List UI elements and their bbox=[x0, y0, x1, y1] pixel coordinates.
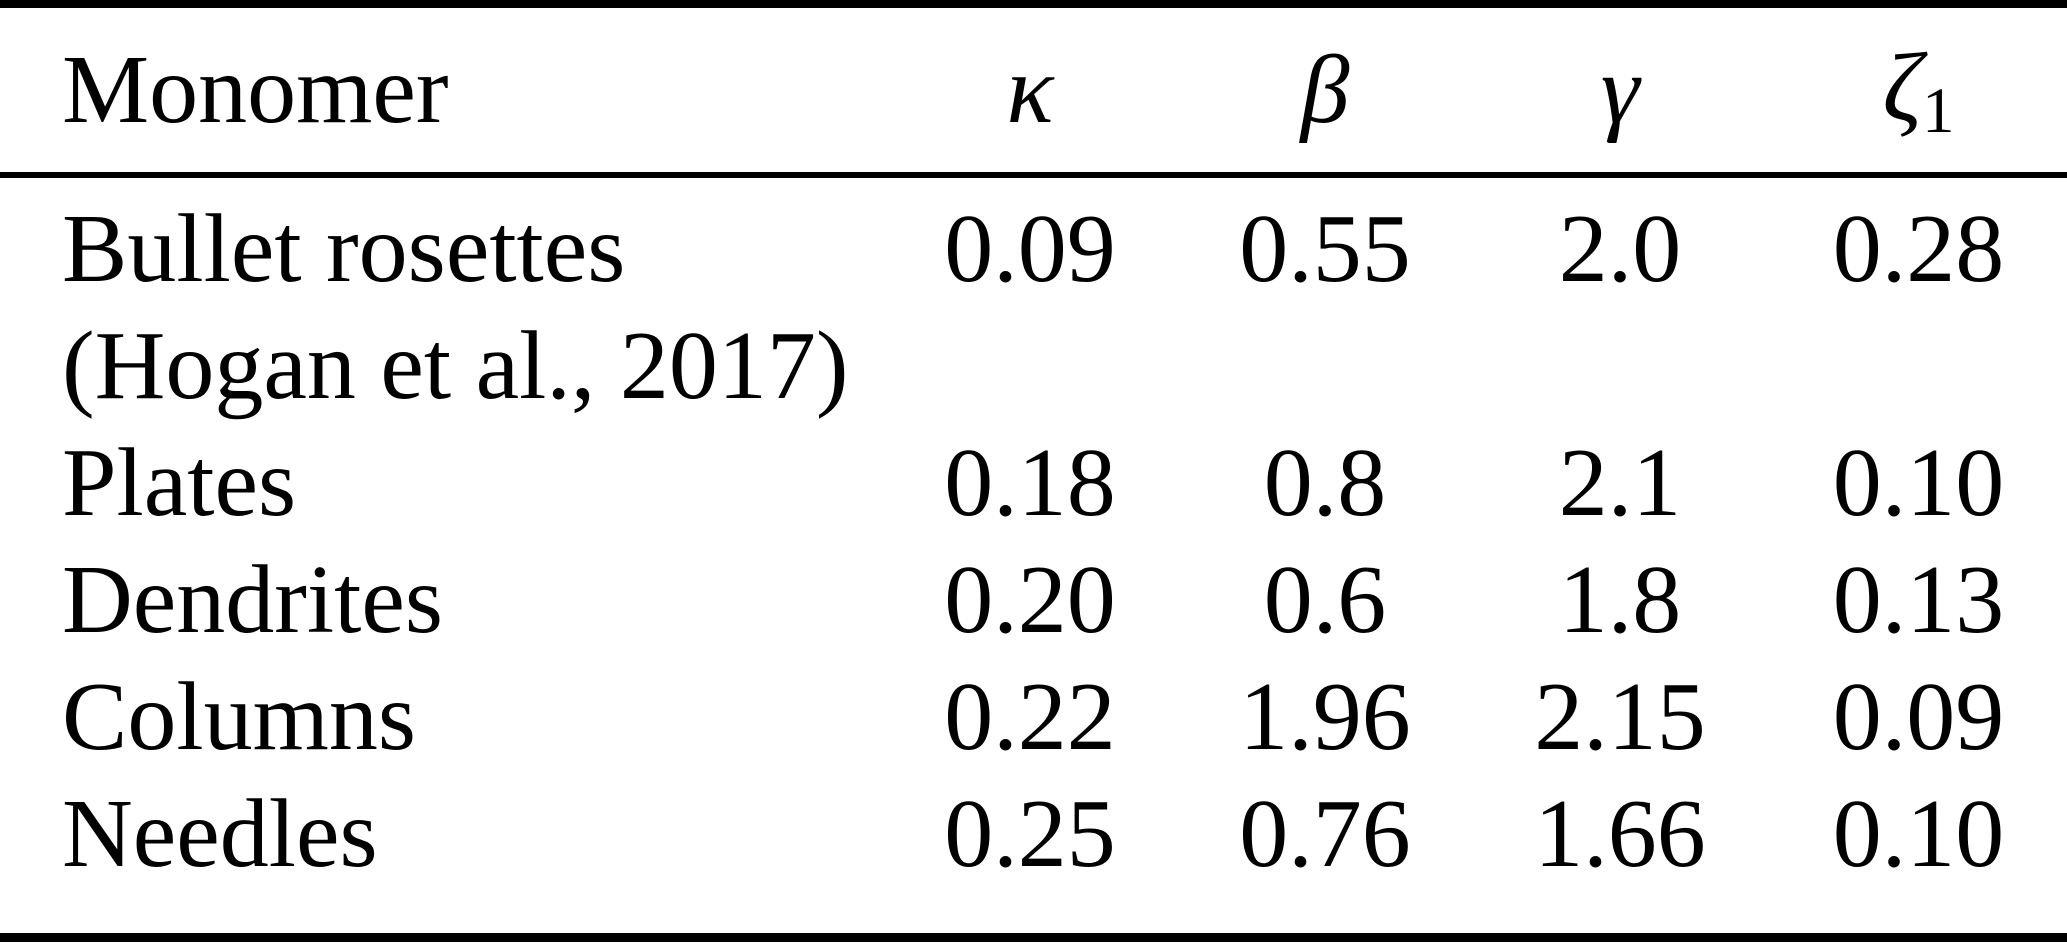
cell-kappa: 0.18 bbox=[944, 429, 1116, 537]
cell-kappa: 0.20 bbox=[944, 546, 1116, 654]
col-header-monomer: Monomer bbox=[0, 4, 880, 178]
cell-beta: 0.8 bbox=[1263, 429, 1387, 537]
monomer-name: Bullet rosettes bbox=[62, 195, 626, 303]
table-row-plates: Plates 0.18 0.8 2.1 0.10 bbox=[0, 425, 2067, 542]
zeta-subscript: 1 bbox=[1922, 74, 1955, 146]
table-header: Monomer κ β γ ζ1 bbox=[0, 4, 2067, 178]
table-body: Bullet rosettes (Hogan et al., 2017) 0.0… bbox=[0, 175, 2067, 938]
table-row-columns: Columns 0.22 1.96 2.15 0.09 bbox=[0, 659, 2067, 776]
cell-gamma: 2.0 bbox=[1558, 195, 1682, 303]
cell-beta: 0.55 bbox=[1239, 195, 1411, 303]
cell-beta: 0.76 bbox=[1239, 780, 1411, 888]
gamma-symbol: γ bbox=[1600, 36, 1640, 144]
cell-beta: 1.96 bbox=[1239, 663, 1411, 771]
table-row-dendrites: Dendrites 0.20 0.6 1.8 0.13 bbox=[0, 542, 2067, 659]
cell-zeta1: 0.28 bbox=[1832, 195, 2005, 303]
monomer-citation: (Hogan et al., 2017) bbox=[62, 312, 849, 420]
header-row: Monomer κ β γ ζ1 bbox=[0, 4, 2067, 178]
cell-gamma: 2.15 bbox=[1534, 663, 1706, 771]
cell-monomer: Needles bbox=[62, 780, 378, 888]
cell-gamma: 1.8 bbox=[1558, 546, 1682, 654]
cell-kappa: 0.22 bbox=[944, 663, 1116, 771]
cell-zeta1: 0.10 bbox=[1832, 780, 2005, 888]
cell-gamma: 1.66 bbox=[1534, 780, 1706, 888]
cell-kappa: 0.09 bbox=[944, 195, 1116, 303]
kappa-symbol: κ bbox=[1006, 36, 1054, 144]
cell-zeta1: 0.09 bbox=[1832, 663, 2005, 771]
col-header-beta: β bbox=[1180, 4, 1470, 178]
table-row-needles: Needles 0.25 0.76 1.66 0.10 bbox=[0, 776, 2067, 938]
cell-zeta1: 0.10 bbox=[1832, 429, 2005, 537]
col-header-gamma: γ bbox=[1470, 4, 1770, 178]
cell-kappa: 0.25 bbox=[944, 780, 1116, 888]
cell-gamma: 2.1 bbox=[1558, 429, 1682, 537]
cell-zeta1: 0.13 bbox=[1832, 546, 2005, 654]
cell-monomer: Bullet rosettes (Hogan et al., 2017) bbox=[0, 175, 880, 425]
cell-monomer: Dendrites bbox=[62, 546, 443, 654]
beta-symbol: β bbox=[1300, 36, 1350, 144]
cell-monomer: Columns bbox=[62, 663, 416, 771]
col-header-zeta1: ζ1 bbox=[1770, 4, 2067, 178]
table-row-bullet-rosettes: Bullet rosettes (Hogan et al., 2017) 0.0… bbox=[0, 175, 2067, 425]
col-header-kappa: κ bbox=[880, 4, 1180, 178]
cell-monomer: Plates bbox=[62, 429, 297, 537]
cell-beta: 0.6 bbox=[1263, 546, 1387, 654]
zeta-symbol: ζ bbox=[1882, 34, 1923, 142]
